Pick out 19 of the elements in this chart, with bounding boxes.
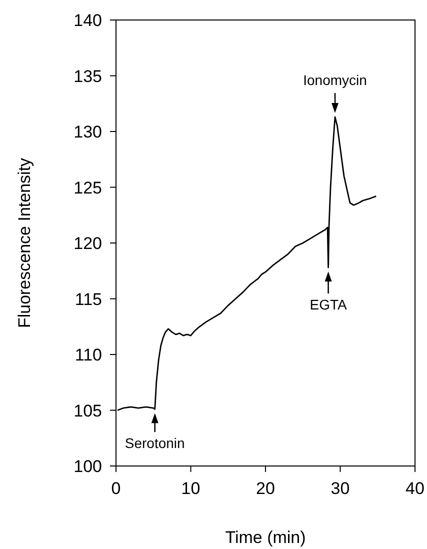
annotation: Serotonin	[124, 435, 185, 451]
y-tick-label: 115	[74, 290, 102, 309]
y-tick-label: 140	[74, 11, 102, 30]
x-tick-label: 30	[330, 479, 350, 498]
x-tick-label: 20	[256, 479, 275, 498]
annotation: Ionomycin	[303, 72, 367, 88]
x-tick-label: 10	[181, 479, 200, 498]
y-tick-label: 110	[74, 346, 102, 364]
annotation: EGTA	[310, 296, 348, 313]
y-tick-label: 100	[74, 457, 102, 476]
y-tick-label: 135	[74, 66, 102, 86]
y-tick-label: 125	[74, 178, 102, 198]
y-tick-label: 120	[74, 234, 102, 253]
y-tick-label: 130	[74, 122, 102, 142]
x-tick-label: 0	[111, 479, 121, 498]
x-tick-label: 40	[406, 479, 424, 498]
y-tick-label: 105	[74, 401, 102, 420]
x-axis-title: Time (min)	[225, 528, 306, 547]
y-axis-title: Fluorescence Intensity	[15, 157, 34, 328]
